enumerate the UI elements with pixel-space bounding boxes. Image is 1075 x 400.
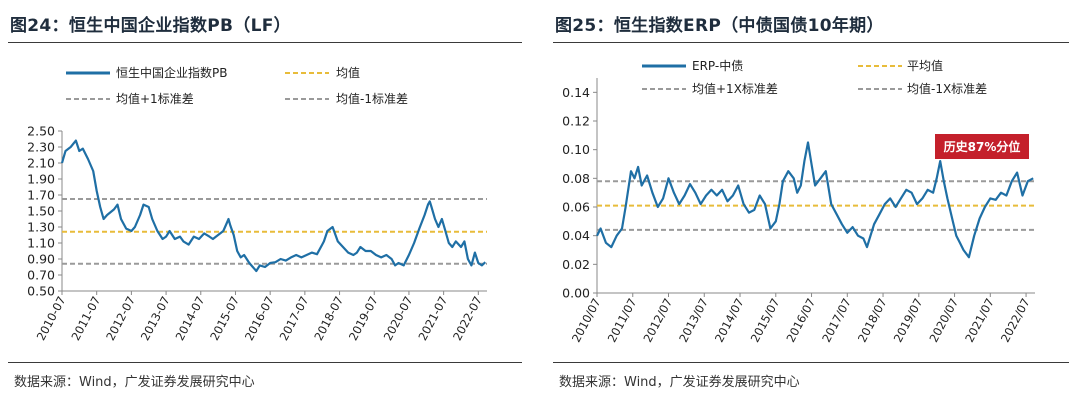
- x-tick-label: 2017/07: [819, 296, 854, 345]
- y-tick-label: 0.02: [562, 257, 590, 272]
- x-tick-label: 2019-07: [346, 294, 381, 343]
- figure-25-chart: ERP-中债 平均值 均值+1X标准差 均值-1X标准差 0.14 0.12 0.1…: [562, 58, 1035, 345]
- figure-24-title: 图24：恒生中国企业指数PB（LF）: [10, 16, 291, 36]
- percentile-callout-label: 历史87%分位: [944, 139, 1021, 154]
- figure-25-title-rule: [553, 42, 1069, 43]
- x-tick-label: 2015-07: [207, 294, 242, 343]
- legend-label-series: ERP-中债: [692, 58, 743, 73]
- y-tick-label: 2.30: [27, 140, 55, 155]
- y-tick-label: 0.08: [562, 171, 590, 186]
- x-tick-label: 2012-07: [103, 294, 138, 343]
- x-tick-label: 2016-07: [242, 294, 277, 343]
- legend-label-minus-1sd: 均值-1标准差: [336, 91, 408, 106]
- figure-24-legend: 恒生中国企业指数PB 均值 均值+1标准差 均值-1标准差: [66, 65, 408, 106]
- x-tick-label: 2010/07: [569, 296, 604, 345]
- x-tick-label: 2016/07: [783, 296, 818, 345]
- y-tick-label: 0.00: [562, 286, 590, 301]
- y-tick-label: 0.14: [562, 85, 590, 100]
- y-tick-label: 0.70: [27, 268, 55, 283]
- y-tick-label: 2.50: [27, 124, 55, 139]
- y-tick-label: 0.10: [562, 142, 590, 157]
- figure-25-title: 图25：恒生指数ERP（中债国债10年期）: [555, 16, 884, 36]
- x-tick-label: 2017-07: [277, 294, 312, 343]
- legend-label-series: 恒生中国企业指数PB: [116, 65, 227, 80]
- figure-24-source: 数据来源：Wind，广发证券发展研究中心: [14, 375, 255, 390]
- figure-24-panel: 图24：恒生中国企业指数PB（LF） 恒生中国企业指数PB 均值 均值+1标准差…: [0, 0, 528, 400]
- figure-25-source: 数据来源：Wind，广发证券发展研究中心: [559, 375, 800, 390]
- series-line: [596, 141, 1034, 259]
- x-tick-label: 2018-07: [311, 294, 346, 343]
- y-tick-label: 0.06: [562, 200, 590, 215]
- x-tick-label: 2010-07: [34, 294, 69, 343]
- x-tick-label: 2014-07: [172, 294, 207, 343]
- x-tick-label: 2021-07: [415, 294, 450, 343]
- y-tick-label: 0.04: [562, 228, 590, 243]
- x-tick-label: 2013-07: [138, 294, 173, 343]
- x-tick-label: 2012/07: [640, 296, 675, 345]
- legend-label-plus-1sd: 均值+1标准差: [116, 91, 194, 106]
- legend-label-mean: 平均值: [907, 58, 943, 73]
- figure-24-title-rule: [8, 42, 522, 43]
- y-tick-label: 1.50: [27, 204, 55, 219]
- figure-24-chart: 恒生中国企业指数PB 均值 均值+1标准差 均值-1标准差 2.502.302.…: [27, 65, 487, 343]
- percentile-callout: 历史87%分位: [935, 134, 1029, 159]
- figure-25-panel: 图25：恒生指数ERP（中债国债10年期） ERP-中债 平均值 均值+1X标准…: [545, 0, 1075, 400]
- x-tick-label: 2020-07: [381, 294, 416, 343]
- x-tick-label: 2020/07: [926, 296, 961, 345]
- x-tick-label: 2013/07: [676, 296, 711, 345]
- y-tick-label: 0.50: [27, 284, 55, 299]
- y-tick-label: 2.10: [27, 156, 55, 171]
- legend-label-mean: 均值: [336, 65, 360, 80]
- figure-24-bottom-rule: [8, 362, 522, 363]
- figure-25-bottom-rule: [553, 362, 1069, 363]
- figure-25-legend: ERP-中债 平均值 均值+1X标准差 均值-1X标准差: [642, 58, 987, 96]
- y-tick-label: 1.30: [27, 220, 55, 235]
- x-tick-label: 2015/07: [748, 296, 783, 345]
- y-tick-label: 1.90: [27, 172, 55, 187]
- x-tick-label: 2011/07: [605, 296, 640, 345]
- x-tick-label: 2022/07: [998, 296, 1033, 345]
- series-line: [60, 139, 487, 273]
- x-tick-label: 2014/07: [712, 296, 747, 345]
- x-tick-label: 2018/07: [855, 296, 890, 345]
- y-tick-label: 1.10: [27, 236, 55, 251]
- legend-label-plus-1sd: 均值+1X标准差: [692, 81, 778, 96]
- percentile-callout-box: [935, 134, 1029, 159]
- legend-label-minus-1sd: 均值-1X标准差: [907, 81, 987, 96]
- y-tick-label: 1.70: [27, 188, 55, 203]
- x-tick-label: 2011-07: [68, 294, 103, 343]
- x-tick-label: 2019/07: [891, 296, 926, 345]
- figure-24-plot-area: 2.502.302.101.901.701.501.301.100.900.70…: [27, 124, 487, 343]
- y-tick-label: 0.12: [562, 114, 590, 129]
- x-tick-label: 2022-07: [450, 294, 485, 343]
- y-tick-label: 0.90: [27, 252, 55, 267]
- x-tick-label: 2021/07: [962, 296, 997, 345]
